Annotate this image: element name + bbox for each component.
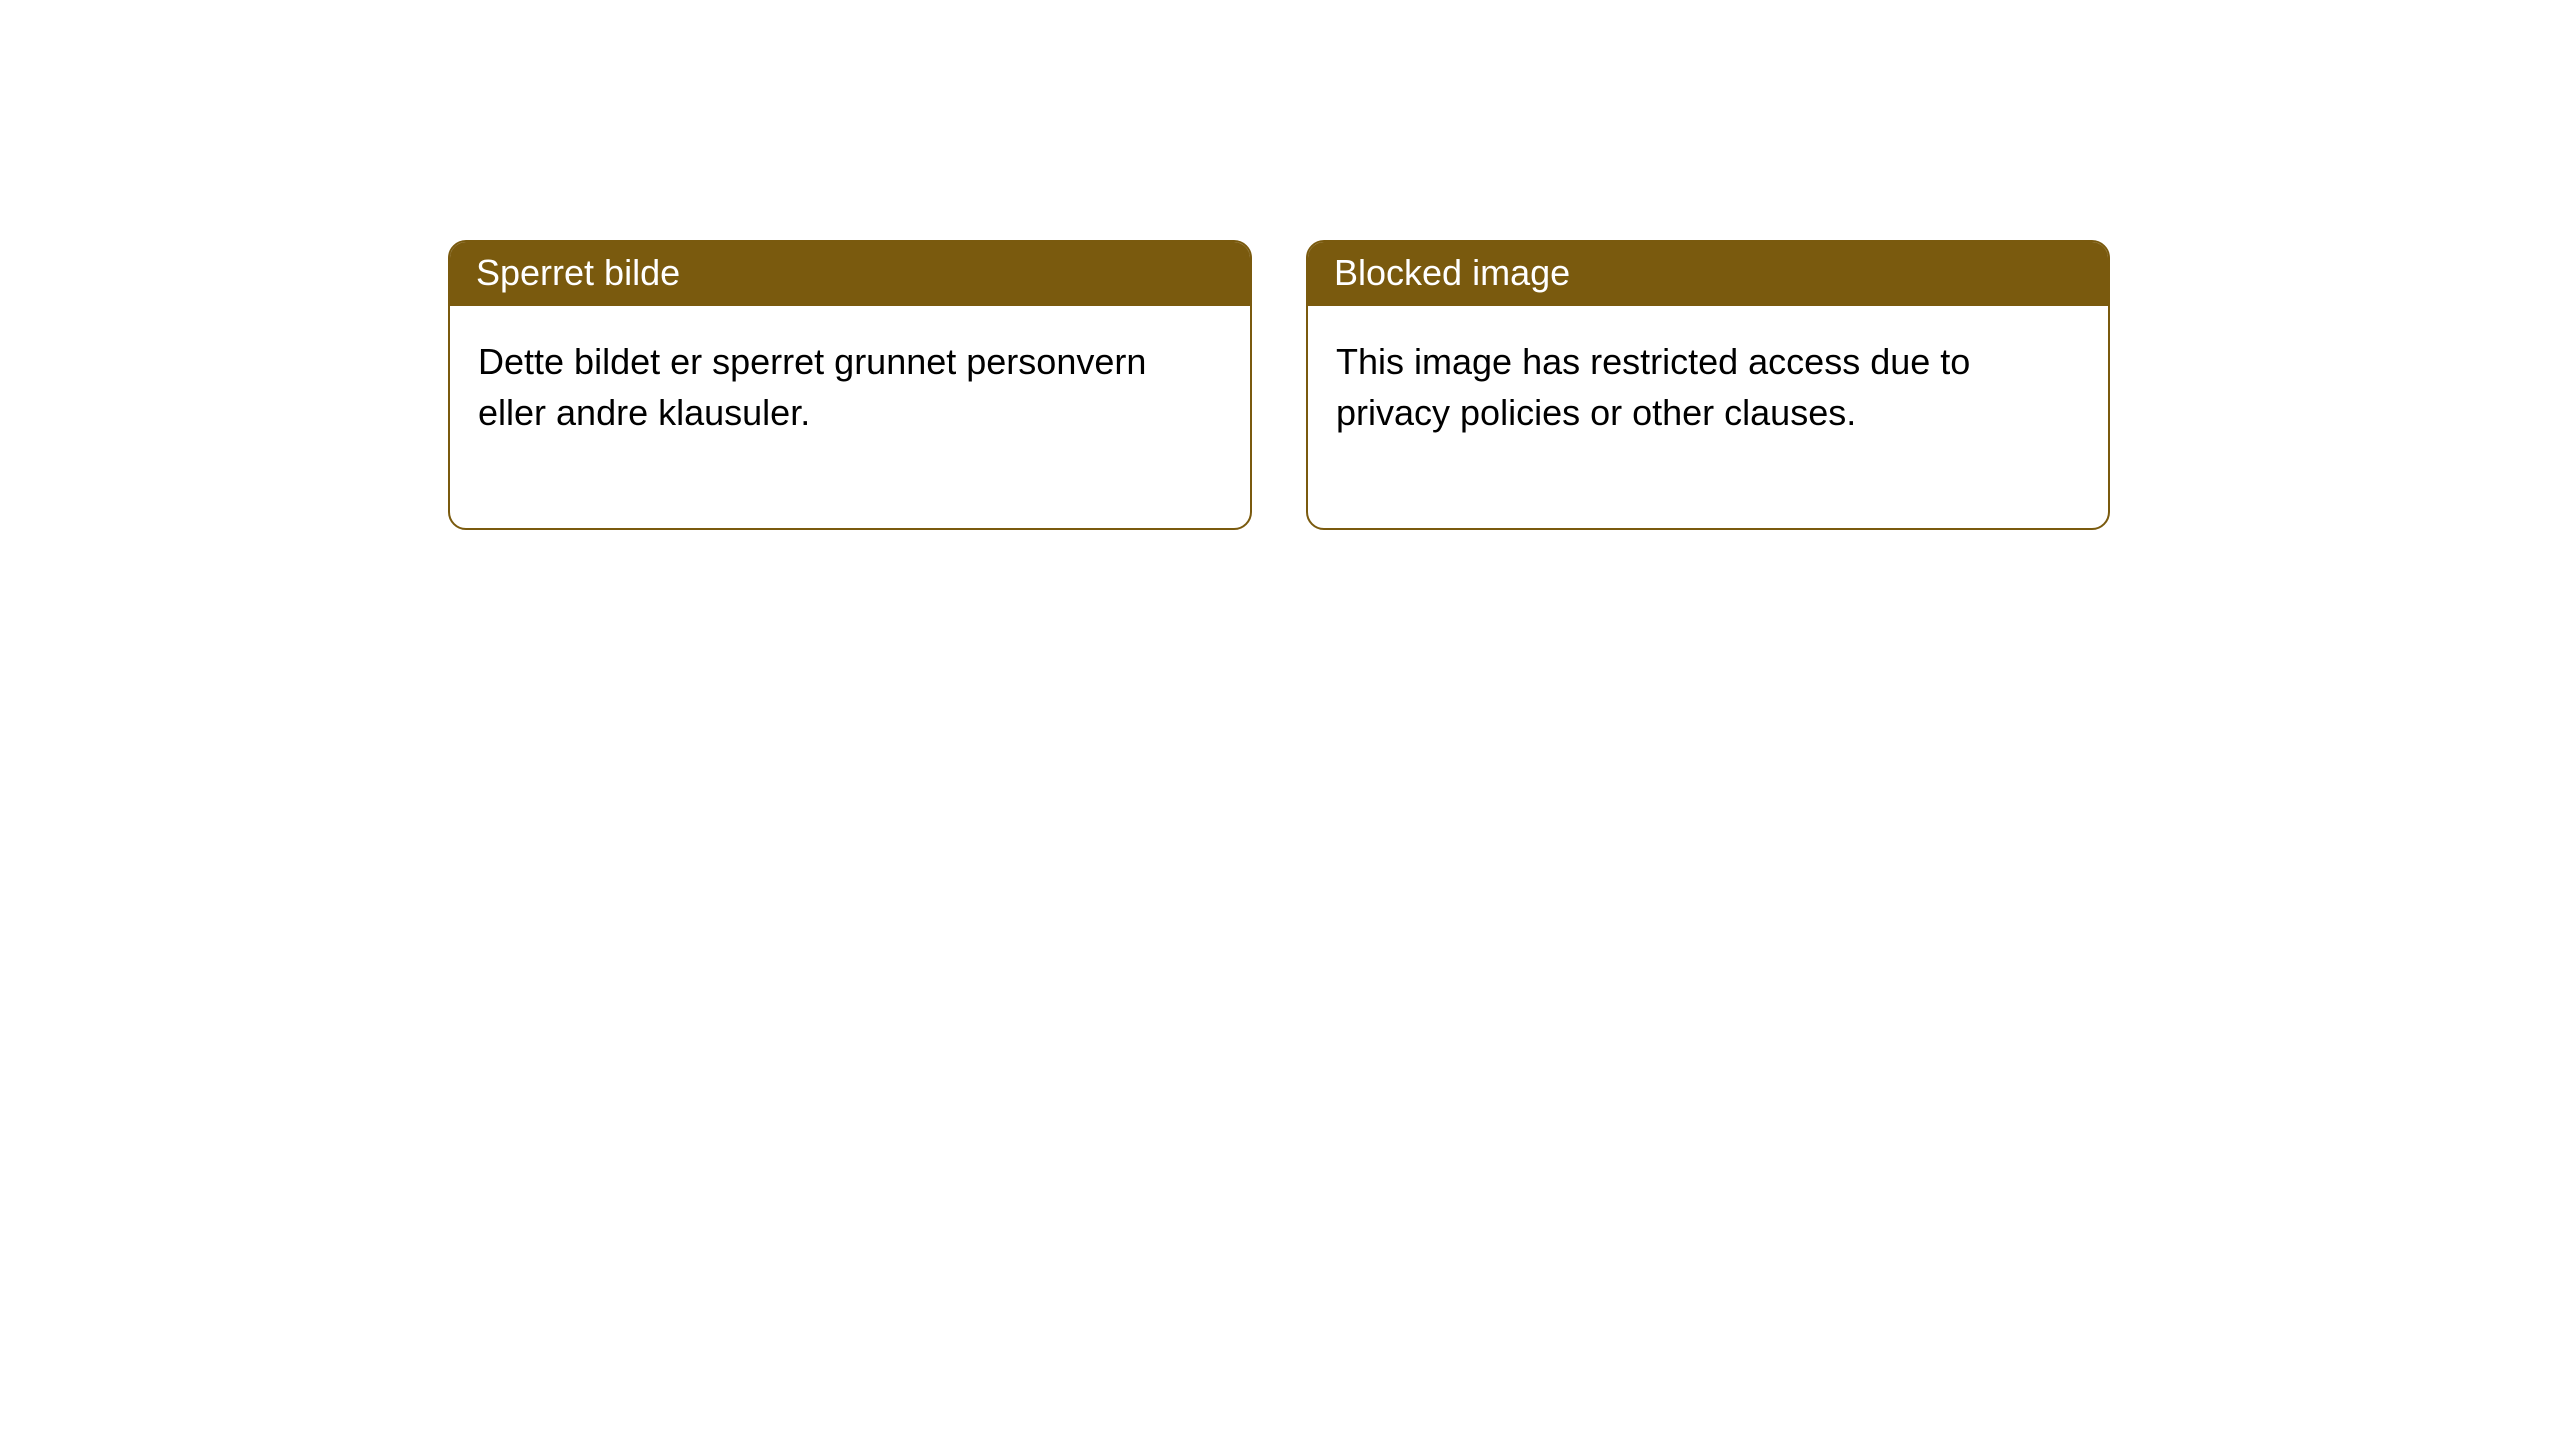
- notice-body-norwegian: Dette bildet er sperret grunnet personve…: [450, 306, 1250, 528]
- notice-title-english: Blocked image: [1308, 242, 2108, 306]
- notice-body-english: This image has restricted access due to …: [1308, 306, 2108, 528]
- notice-container: Sperret bilde Dette bildet er sperret gr…: [0, 0, 2560, 530]
- notice-title-norwegian: Sperret bilde: [450, 242, 1250, 306]
- notice-card-english: Blocked image This image has restricted …: [1306, 240, 2110, 530]
- notice-card-norwegian: Sperret bilde Dette bildet er sperret gr…: [448, 240, 1252, 530]
